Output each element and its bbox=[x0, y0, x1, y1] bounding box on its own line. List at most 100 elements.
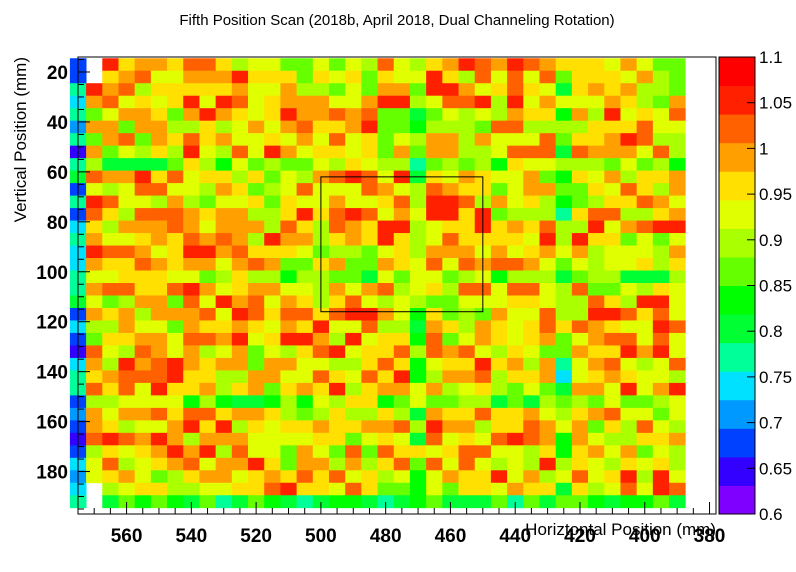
heatmap-cell bbox=[620, 307, 638, 321]
heatmap-cell bbox=[215, 382, 233, 396]
heatmap-cell bbox=[150, 145, 168, 159]
heatmap-cell bbox=[507, 420, 524, 434]
heatmap-cell bbox=[669, 83, 686, 97]
heatmap-cell bbox=[620, 195, 638, 209]
heatmap-cell bbox=[620, 133, 638, 147]
heatmap-cell bbox=[102, 407, 119, 421]
heatmap-cell bbox=[588, 332, 605, 346]
heatmap-cell bbox=[183, 445, 200, 459]
heatmap-cell bbox=[393, 95, 411, 109]
heatmap-cell bbox=[248, 407, 265, 421]
heatmap-cell bbox=[636, 270, 654, 284]
heatmap-cell bbox=[86, 307, 103, 321]
heatmap-cell bbox=[571, 58, 589, 72]
heatmap-cell bbox=[507, 382, 524, 396]
heatmap-cell bbox=[264, 320, 281, 334]
heatmap-cell bbox=[183, 470, 200, 484]
heatmap-cell bbox=[652, 70, 670, 84]
heatmap-cell bbox=[539, 395, 557, 409]
heatmap-cell bbox=[118, 307, 136, 321]
heatmap-cell bbox=[377, 432, 395, 446]
heatmap-cell bbox=[328, 295, 346, 309]
heatmap-cell bbox=[636, 95, 654, 109]
heatmap-cell bbox=[409, 83, 427, 97]
heatmap-cell bbox=[280, 170, 298, 184]
heatmap-cell bbox=[507, 233, 524, 246]
heatmap-cell bbox=[409, 370, 427, 384]
heatmap-cell bbox=[458, 482, 476, 496]
heatmap-cell bbox=[345, 83, 362, 97]
heatmap-cell bbox=[183, 108, 200, 122]
heatmap-cell bbox=[620, 120, 638, 134]
heatmap-cell bbox=[134, 220, 152, 234]
heatmap-cell bbox=[523, 307, 540, 321]
heatmap-cell bbox=[409, 70, 427, 84]
heatmap-cell bbox=[167, 307, 184, 321]
heatmap-cell bbox=[199, 233, 217, 246]
heatmap-cell bbox=[588, 158, 605, 172]
heatmap-cell bbox=[102, 395, 119, 409]
heatmap-cell bbox=[361, 320, 378, 334]
heatmap-cell bbox=[669, 470, 686, 484]
heatmap-cell bbox=[296, 220, 314, 234]
heatmap-cell bbox=[393, 407, 411, 421]
heatmap-cell bbox=[264, 470, 281, 484]
heatmap-cell bbox=[328, 158, 346, 172]
heatmap-cell bbox=[215, 332, 233, 346]
color-scale-label: 1 bbox=[759, 139, 768, 158]
heatmap-cell bbox=[134, 245, 152, 259]
heatmap-cell bbox=[393, 195, 411, 209]
heatmap-cell bbox=[426, 108, 443, 122]
heatmap-cell bbox=[409, 320, 427, 334]
heatmap-cell bbox=[409, 95, 427, 109]
heatmap-cell bbox=[426, 258, 443, 271]
heatmap-cell bbox=[426, 133, 443, 147]
heatmap-cell bbox=[555, 345, 573, 359]
heatmap-cell bbox=[652, 470, 670, 484]
heatmap-cell bbox=[361, 332, 378, 346]
heatmap-cell bbox=[167, 245, 184, 259]
heatmap-cell bbox=[215, 445, 233, 459]
heatmap-cell bbox=[118, 407, 136, 421]
heatmap-cell bbox=[134, 332, 152, 346]
heatmap-cell bbox=[215, 295, 233, 309]
heatmap-cell bbox=[248, 357, 265, 371]
heatmap-cell bbox=[296, 133, 314, 147]
heatmap-cell bbox=[507, 320, 524, 334]
heatmap-cell bbox=[539, 432, 557, 446]
heatmap-cell bbox=[442, 357, 459, 371]
heatmap-cell bbox=[345, 395, 362, 409]
heatmap-cell bbox=[134, 233, 152, 246]
heatmap-cell bbox=[523, 270, 540, 284]
heatmap-cell bbox=[134, 270, 152, 284]
heatmap-cell bbox=[393, 208, 411, 221]
heatmap-cell bbox=[620, 258, 638, 271]
heatmap-cell bbox=[669, 370, 686, 384]
heatmap-cell bbox=[361, 145, 378, 159]
heatmap-cell bbox=[490, 245, 508, 259]
color-scale-swatch bbox=[719, 85, 755, 115]
heatmap-cell bbox=[231, 295, 249, 309]
heatmap-cell bbox=[652, 170, 670, 184]
heatmap-cell bbox=[604, 395, 621, 409]
heatmap-cell bbox=[215, 95, 233, 109]
heatmap-cell bbox=[167, 495, 184, 509]
y-tick-label: 100 bbox=[36, 263, 68, 284]
heatmap-cell bbox=[312, 345, 330, 359]
heatmap-cell bbox=[199, 245, 217, 259]
heatmap-cell bbox=[231, 170, 249, 184]
heatmap-cell bbox=[86, 370, 103, 384]
heatmap-cell bbox=[118, 83, 136, 97]
heatmap-cell bbox=[296, 70, 314, 84]
heatmap-cell bbox=[571, 208, 589, 221]
heatmap-cell bbox=[490, 370, 508, 384]
heatmap-cell bbox=[199, 370, 217, 384]
heatmap-cell bbox=[571, 457, 589, 471]
heatmap-cell bbox=[231, 320, 249, 334]
heatmap-cell bbox=[312, 432, 330, 446]
heatmap-cell bbox=[409, 345, 427, 359]
heatmap-cell bbox=[426, 158, 443, 172]
heatmap-cell bbox=[555, 170, 573, 184]
heatmap-cell bbox=[345, 220, 362, 234]
heatmap-cell bbox=[652, 158, 670, 172]
